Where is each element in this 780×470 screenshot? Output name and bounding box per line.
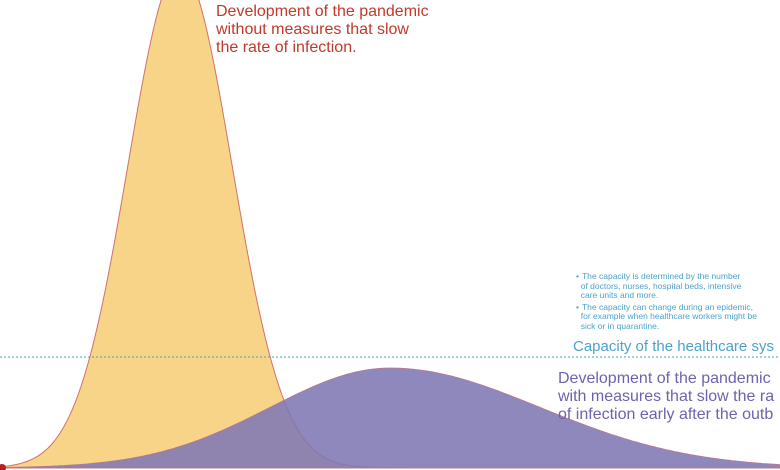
curve-with-measures <box>0 367 780 469</box>
label-line: the rate of infection. <box>216 39 357 56</box>
label-line: of infection early after the outb <box>558 406 774 423</box>
label-line: without measures that slow <box>216 21 409 38</box>
note-2: • The capacity can change during an epide… <box>576 301 757 331</box>
note-line: The capacity can change during an epidem… <box>581 301 754 312</box>
without-measures-label: Development of the pandemic without meas… <box>216 3 429 57</box>
capacity-notes: • The capacity is determined by the numbe… <box>576 271 757 334</box>
capacity-label: Capacity of the healthcare sys <box>573 338 774 355</box>
label-line: with measures that slow the ra <box>558 388 775 405</box>
label-line: Development of the pandemic <box>558 370 771 387</box>
note-line: The capacity is determined by the number <box>581 271 741 281</box>
note-line: sick or in quarantine. <box>580 320 660 331</box>
note-line: of doctors, nurses, hospital beds, inten… <box>580 280 742 291</box>
note-line: care units and more. <box>580 290 659 301</box>
label-line: Development of the pandemic <box>216 3 429 20</box>
note-1: • The capacity is determined by the numbe… <box>576 271 742 301</box>
with-measures-label: Development of the pandemic with measure… <box>558 370 774 424</box>
origin-dot <box>0 464 6 470</box>
note-line: for example when healthcare workers migh… <box>580 311 757 322</box>
